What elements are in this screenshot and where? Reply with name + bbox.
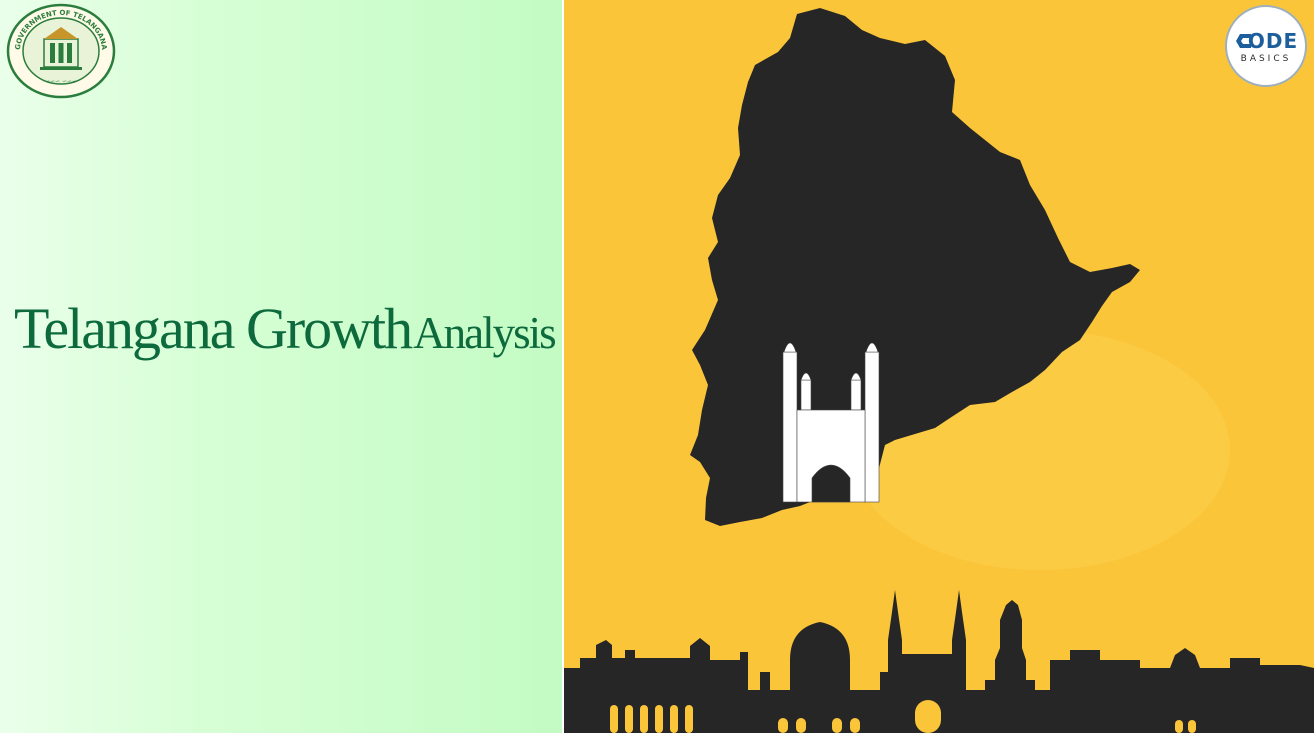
charminar-icon — [782, 342, 880, 503]
logo-basics-text: BASICS — [1240, 54, 1292, 64]
page-title: Telangana Growth Analysis — [14, 300, 559, 358]
title-main: Telangana Growth — [14, 296, 413, 361]
seal-bottom-script: ∽∽∽ ∽∽∽ — [45, 78, 77, 85]
logo-code-text: ODE — [1247, 29, 1299, 53]
seal-emblem-icon — [40, 27, 82, 70]
panel-divider — [562, 0, 564, 733]
codebasics-c-icon — [1236, 34, 1251, 48]
skyline-windows — [610, 700, 1196, 733]
city-skyline-icon — [564, 590, 1314, 733]
government-seal: GOVERNMENT OF TELANGANA ∽∽∽ ∽∽∽ — [6, 3, 116, 99]
left-panel — [0, 0, 563, 733]
codebasics-logo: ODE BASICS — [1225, 5, 1307, 87]
telangana-illustration — [564, 8, 1314, 733]
title-analysis: Analysis — [413, 308, 556, 358]
right-panel — [564, 0, 1314, 733]
